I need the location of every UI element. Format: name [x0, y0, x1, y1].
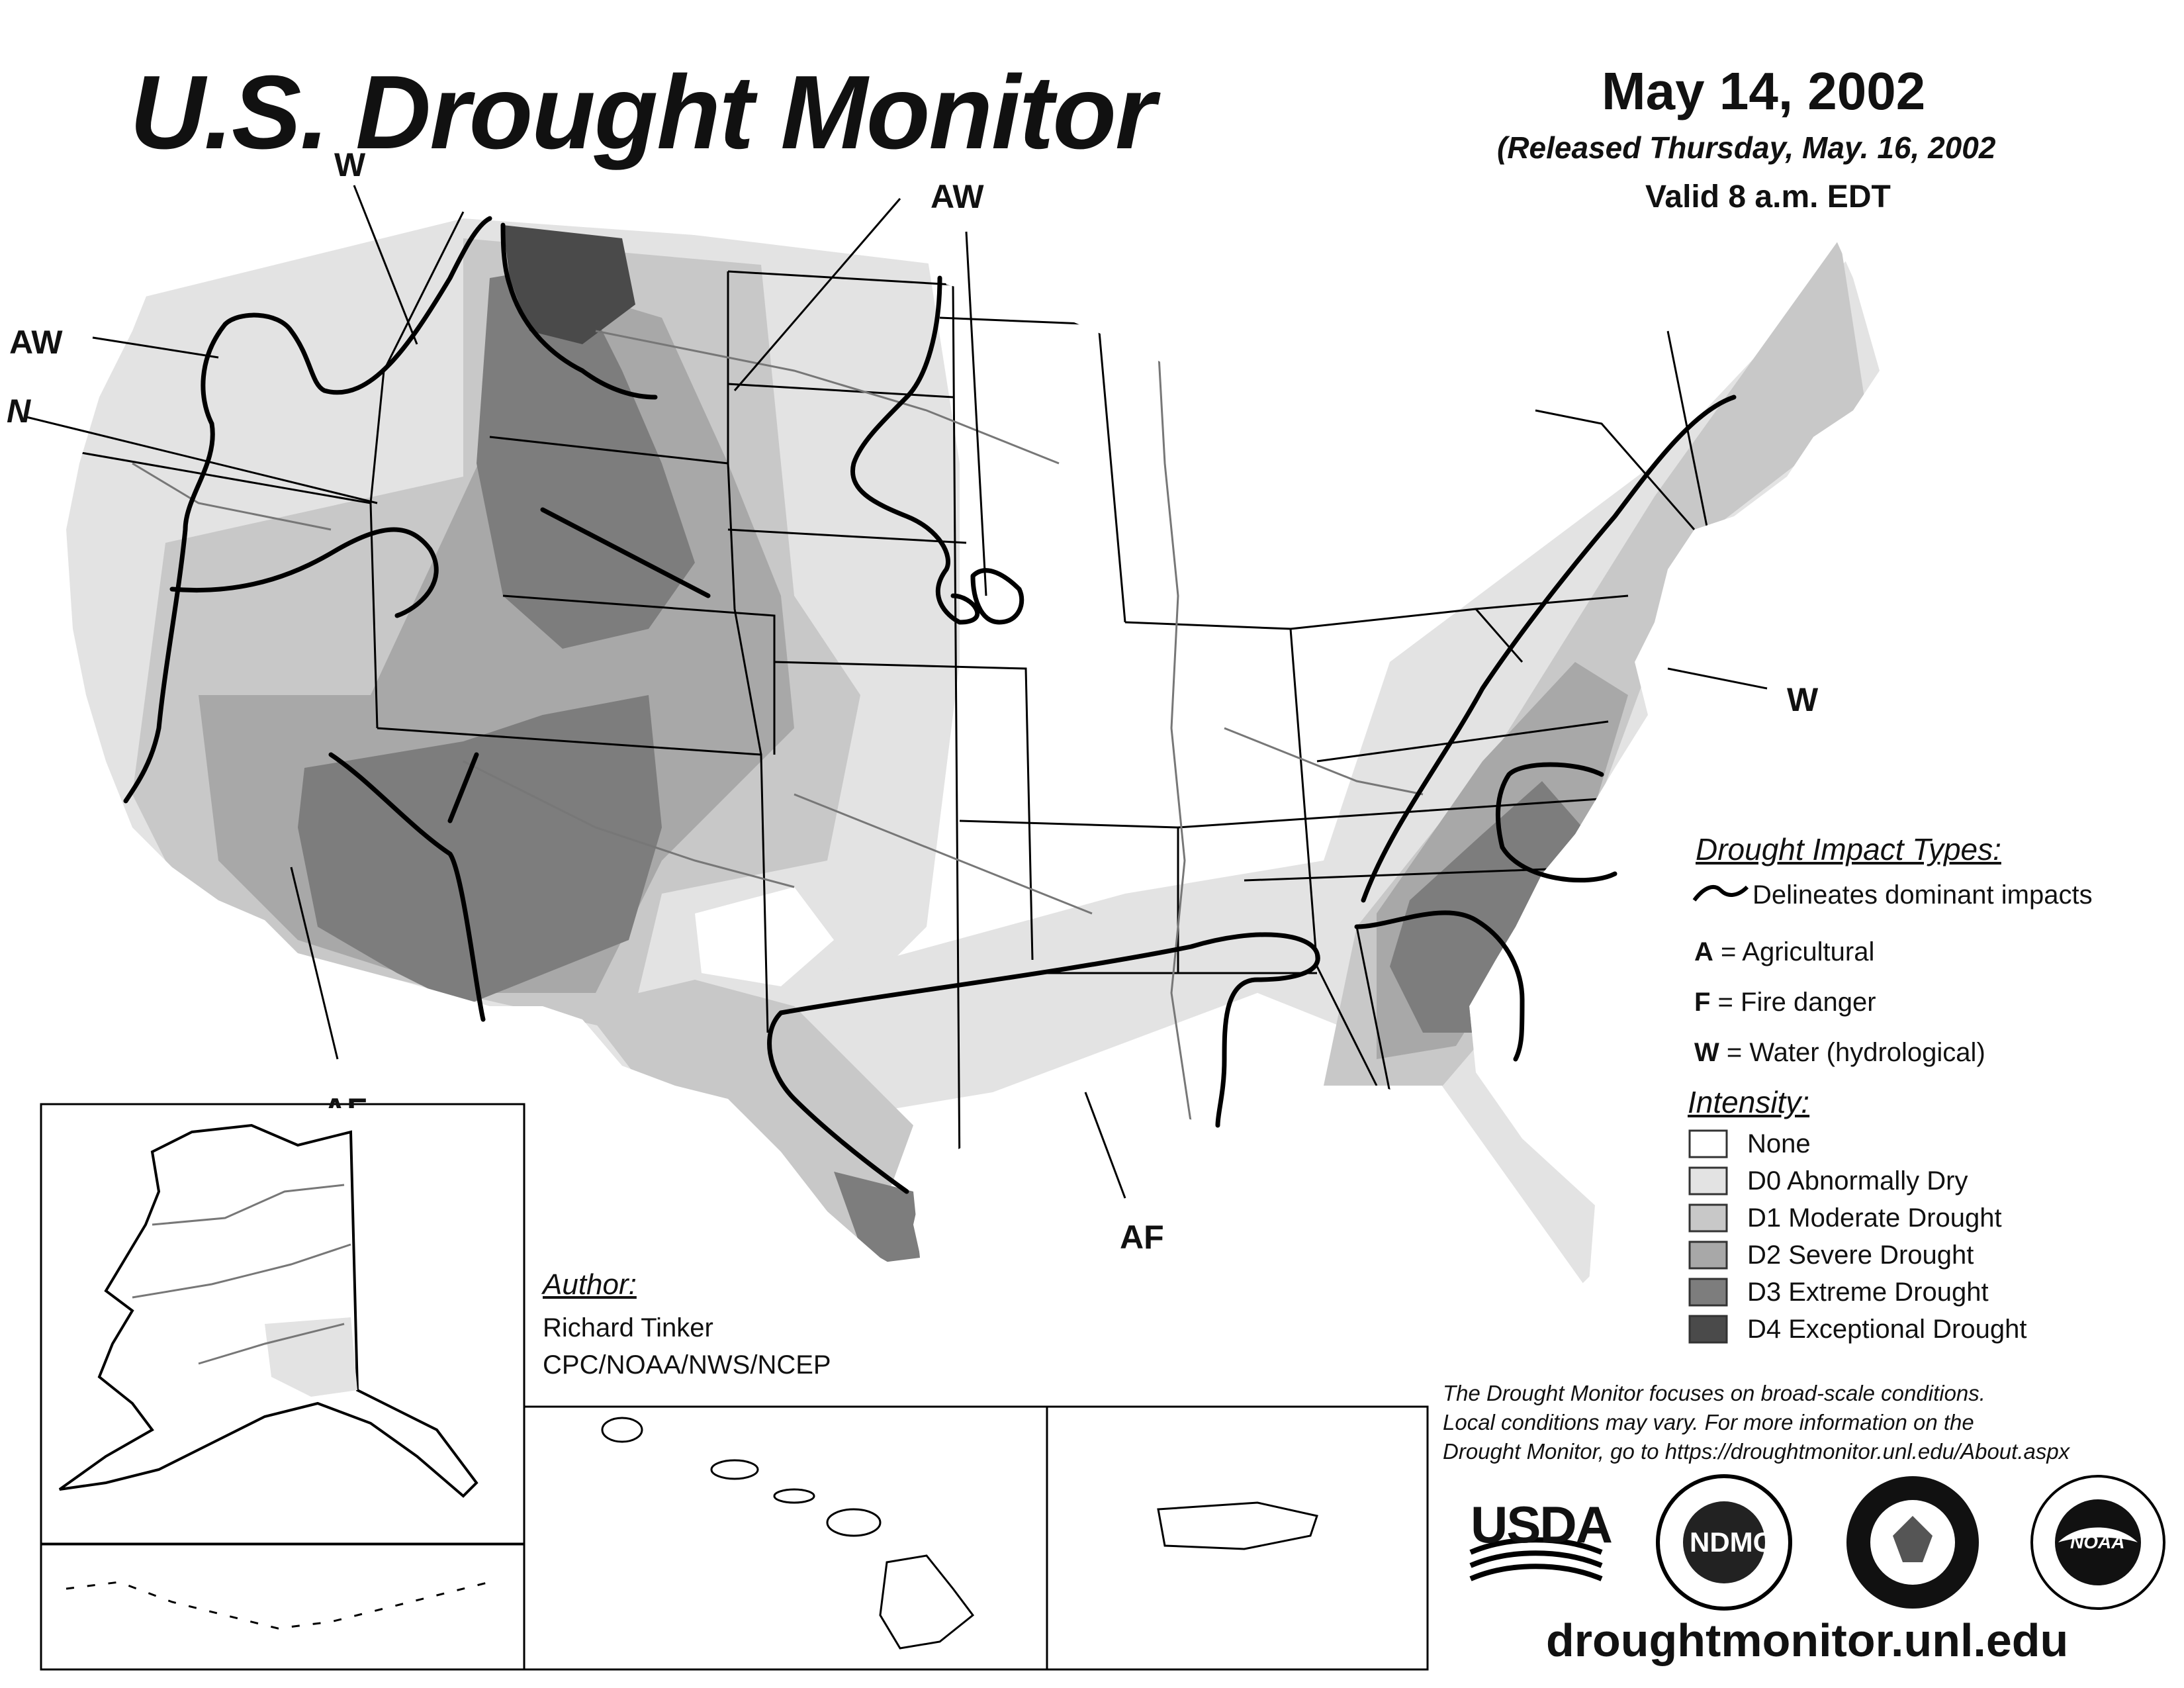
impact-line-northwest	[222, 216, 492, 395]
usda-logo	[1469, 1537, 1603, 1581]
intensity-label-0: None	[1747, 1129, 1811, 1158]
intensity-swatch-2	[1688, 1203, 1728, 1233]
intensity-label-3: D2 Severe Drought	[1747, 1241, 1974, 1270]
intensity-swatch-3	[1688, 1241, 1728, 1270]
valid-time: Valid 8 a.m. EDT	[1645, 179, 1891, 214]
intensity-heading: Intensity:	[1688, 1085, 1810, 1119]
noaa-logo-text: NOAA	[2070, 1532, 2125, 1552]
note-line-3: Drought Monitor, go to https://droughtmo…	[1443, 1439, 2070, 1464]
impact-line-northern-plains	[850, 275, 980, 625]
map-label-aw-north: AW	[931, 178, 984, 215]
commerce-seal	[1846, 1476, 1979, 1609]
intensity-label-2: D1 Moderate Drought	[1747, 1203, 2002, 1233]
impact-line-south-texas	[767, 1010, 909, 1194]
label-leaders	[26, 185, 1768, 1199]
impact-item-agricultural: A = Agricultural	[1694, 937, 1875, 966]
usda-logo-text: USDA	[1471, 1495, 1613, 1554]
release-date: (Released Thursday, May. 16, 2002	[1497, 130, 1996, 165]
impact-line-west	[123, 322, 228, 804]
impact-line-four-corners	[328, 752, 486, 1022]
puerto-rico-outline	[1157, 1501, 1318, 1550]
d3-area-southwest	[298, 695, 662, 1006]
impact-item-fire: F = Fire danger	[1694, 988, 1876, 1017]
ndmc-logo	[1656, 1474, 1792, 1611]
website-url: droughtmonitor.unl.edu	[1546, 1615, 2069, 1666]
map-date: May 14, 2002	[1602, 62, 1926, 120]
impact-line-wyoming	[540, 507, 711, 598]
note-line-2: Local conditions may vary. For more info…	[1443, 1410, 1974, 1434]
author-heading: Author:	[543, 1268, 637, 1301]
impact-line-sample	[1692, 885, 1749, 902]
intensity-swatch-1	[1688, 1166, 1728, 1196]
intensity-swatch-4	[1688, 1278, 1728, 1307]
map-label-af-south: AF	[1120, 1219, 1164, 1256]
aleutian-islands	[66, 1581, 490, 1630]
intensity-swatch-0	[1688, 1129, 1728, 1158]
impact-line-montana	[500, 222, 658, 400]
hawaii-inset	[523, 1405, 1048, 1671]
impact-item-water: W = Water (hydrological)	[1694, 1038, 1985, 1067]
map-label-af-partial: AF	[323, 1091, 367, 1108]
impact-line-label: Delineates dominant impacts	[1752, 880, 2093, 910]
d3-area-carolinas	[1390, 781, 1588, 1033]
intensity-label-5: D4 Exceptional Drought	[1747, 1315, 2027, 1344]
impact-line-arizona	[447, 752, 479, 823]
impact-line-east	[1361, 395, 1737, 903]
impact-line-nevada	[169, 527, 439, 618]
intensity-swatch-5	[1688, 1315, 1728, 1344]
impact-line-southeast	[1354, 910, 1525, 1062]
map-label-w-east: W	[1787, 681, 1819, 718]
impact-line-texas	[778, 932, 1320, 1128]
d3-area-south-texas	[834, 1172, 920, 1264]
alaska-rivers	[132, 1184, 351, 1365]
intensity-legend-swatches	[1688, 1129, 1728, 1344]
puerto-rico-inset	[1046, 1405, 1429, 1671]
ndmc-logo-text: NDMC	[1690, 1526, 1773, 1558]
author-org: CPC/NOAA/NWS/NCEP	[543, 1350, 831, 1380]
map-label-aw-west: AW	[9, 324, 63, 361]
none-area-oklahoma	[695, 887, 834, 986]
author-name: Richard Tinker	[543, 1313, 713, 1342]
intensity-label-1: D0 Abnormally Dry	[1747, 1166, 1968, 1196]
d3-area-rockies	[477, 265, 695, 649]
alaska-inset	[40, 1103, 525, 1671]
page-title: U.S. Drought Monitor	[130, 54, 1156, 171]
alaska-outline	[58, 1123, 478, 1498]
hawaii-big-island	[879, 1554, 975, 1650]
map-label-n-partial: N	[7, 393, 31, 430]
impact-line-iowa	[970, 568, 1024, 625]
impact-types-heading: Drought Impact Types:	[1696, 832, 2001, 867]
intensity-label-4: D3 Extreme Drought	[1747, 1278, 1989, 1307]
noaa-logo	[2030, 1475, 2165, 1610]
note-line-1: The Drought Monitor focuses on broad-sca…	[1443, 1381, 1985, 1405]
impact-boundaries	[123, 216, 1737, 1194]
impact-line-carolinas	[1496, 762, 1617, 883]
rivers	[132, 330, 1424, 1126]
d4-area-montana	[503, 225, 635, 344]
map-label-w-northwest: W	[334, 146, 366, 183]
